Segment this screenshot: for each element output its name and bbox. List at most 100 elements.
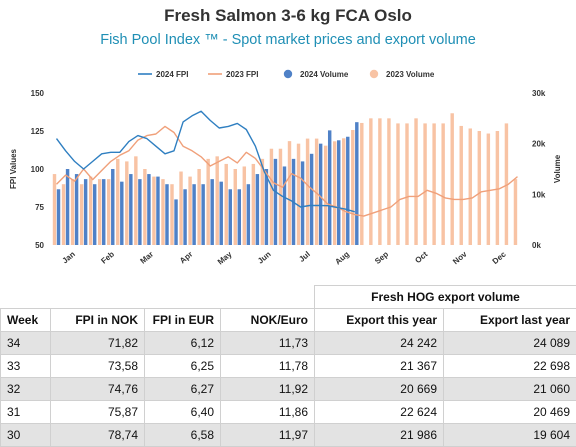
bar-2023-volume xyxy=(98,179,101,245)
cell-fpi-eur: 6,12 xyxy=(145,332,221,355)
bar-2023-volume xyxy=(161,179,164,245)
bar-2023-volume xyxy=(225,164,228,245)
cell-week: 30 xyxy=(1,424,51,447)
bar-2023-volume xyxy=(396,123,399,245)
bar-2023-volume xyxy=(243,166,246,245)
bar-2023-volume xyxy=(469,128,472,245)
cell-export-last-year: 21 060 xyxy=(444,378,576,401)
bar-2024-volume xyxy=(265,169,268,245)
y-tick-right: 10k xyxy=(532,190,546,199)
bar-2023-volume xyxy=(333,141,336,245)
bar-2024-volume xyxy=(238,189,241,245)
x-tick-label: Jun xyxy=(256,250,273,266)
table-group-header: Fresh HOG export volume xyxy=(315,286,576,309)
x-tick-label: Sep xyxy=(373,250,390,266)
cell-fpi-nok: 73,58 xyxy=(51,355,145,378)
bar-2023-volume xyxy=(514,179,517,245)
bar-2024-volume xyxy=(301,161,304,245)
cell-export-last-year: 19 604 xyxy=(444,424,576,447)
bar-2024-volume xyxy=(129,174,132,245)
x-tick-label: Feb xyxy=(99,250,116,266)
bar-2023-volume xyxy=(450,113,453,245)
table-group-spacer xyxy=(1,286,315,309)
bar-2023-volume xyxy=(197,169,200,245)
col-fpi-nok: FPI in NOK xyxy=(51,309,145,332)
bar-2023-volume xyxy=(297,144,300,245)
table-header-row: Week FPI in NOK FPI in EUR NOK/Euro Expo… xyxy=(1,309,576,332)
cell-nok-euro: 11,78 xyxy=(221,355,315,378)
cell-export-this-year: 21 367 xyxy=(315,355,444,378)
bar-2023-volume xyxy=(387,118,390,245)
bar-2024-volume xyxy=(111,169,114,245)
col-export-last-year: Export last year xyxy=(444,309,576,332)
y-tick-right: 30k xyxy=(532,89,546,98)
x-tick-label: Apr xyxy=(178,250,194,266)
cell-week: 31 xyxy=(1,401,51,424)
bar-2023-volume xyxy=(360,123,363,245)
bar-2023-volume xyxy=(252,164,255,245)
bar-2024-volume xyxy=(147,174,150,245)
bar-2024-volume xyxy=(183,189,186,245)
x-tick-label: Aug xyxy=(333,250,351,267)
legend-swatch xyxy=(284,70,292,78)
bar-2024-volume xyxy=(84,179,87,245)
cell-fpi-nok: 75,87 xyxy=(51,401,145,424)
bar-2023-volume xyxy=(288,141,291,245)
bar-2024-volume xyxy=(156,177,159,245)
col-nok-euro: NOK/Euro xyxy=(221,309,315,332)
cell-week: 33 xyxy=(1,355,51,378)
bar-2023-volume xyxy=(423,123,426,245)
bar-2023-volume xyxy=(71,179,74,245)
cell-fpi-nok: 71,82 xyxy=(51,332,145,355)
bar-2023-volume xyxy=(306,139,309,245)
bar-2023-volume xyxy=(152,177,155,245)
legend-swatch xyxy=(370,70,378,78)
legend-label: 2023 FPI xyxy=(226,70,258,79)
cell-export-last-year: 22 698 xyxy=(444,355,576,378)
bar-2023-volume xyxy=(487,134,490,245)
bar-2023-volume xyxy=(279,149,282,245)
bar-2023-volume xyxy=(234,169,237,245)
cell-fpi-eur: 6,27 xyxy=(145,378,221,401)
x-tick-label: May xyxy=(216,249,234,266)
legend-label: 2023 Volume xyxy=(386,70,435,79)
bar-2023-volume xyxy=(460,126,463,245)
bar-2024-volume xyxy=(319,144,322,245)
bar-2024-volume xyxy=(283,166,286,245)
cell-nok-euro: 11,92 xyxy=(221,378,315,401)
bar-2024-volume xyxy=(328,130,331,245)
cell-export-this-year: 21 986 xyxy=(315,424,444,447)
y-tick-left: 50 xyxy=(35,241,44,250)
cell-export-this-year: 22 624 xyxy=(315,401,444,424)
bar-2024-volume xyxy=(346,137,349,245)
y-tick-left: 125 xyxy=(31,127,45,136)
bar-2023-volume xyxy=(441,123,444,245)
cell-export-this-year: 20 669 xyxy=(315,378,444,401)
table-row: 34 71,82 6,12 11,73 24 242 24 089 xyxy=(1,332,576,355)
bar-2023-volume xyxy=(170,184,173,245)
bar-2023-volume xyxy=(116,159,119,245)
bar-2023-volume xyxy=(215,156,218,245)
bar-2023-volume xyxy=(62,184,65,245)
bar-2024-volume xyxy=(192,184,195,245)
x-tick-label: Oct xyxy=(413,249,429,265)
cell-fpi-nok: 78,74 xyxy=(51,424,145,447)
y-tick-left: 100 xyxy=(31,165,45,174)
legend-label: 2024 Volume xyxy=(300,70,349,79)
legend-label: 2024 FPI xyxy=(156,70,188,79)
bar-2024-volume xyxy=(274,159,277,245)
bar-2024-volume xyxy=(220,182,223,245)
y-axis-label-right: Volume xyxy=(553,154,562,183)
bar-2023-volume xyxy=(188,177,191,245)
cell-fpi-eur: 6,58 xyxy=(145,424,221,447)
table-row: 33 73,58 6,25 11,78 21 367 22 698 xyxy=(1,355,576,378)
cell-week: 32 xyxy=(1,378,51,401)
bar-2023-volume xyxy=(432,123,435,245)
cell-nok-euro: 11,73 xyxy=(221,332,315,355)
table-row: 31 75,87 6,40 11,86 22 624 20 469 xyxy=(1,401,576,424)
bar-2024-volume xyxy=(337,140,340,245)
table-row: 32 74,76 6,27 11,92 20 669 21 060 xyxy=(1,378,576,401)
bar-2023-volume xyxy=(496,131,499,245)
cell-nok-euro: 11,97 xyxy=(221,424,315,447)
